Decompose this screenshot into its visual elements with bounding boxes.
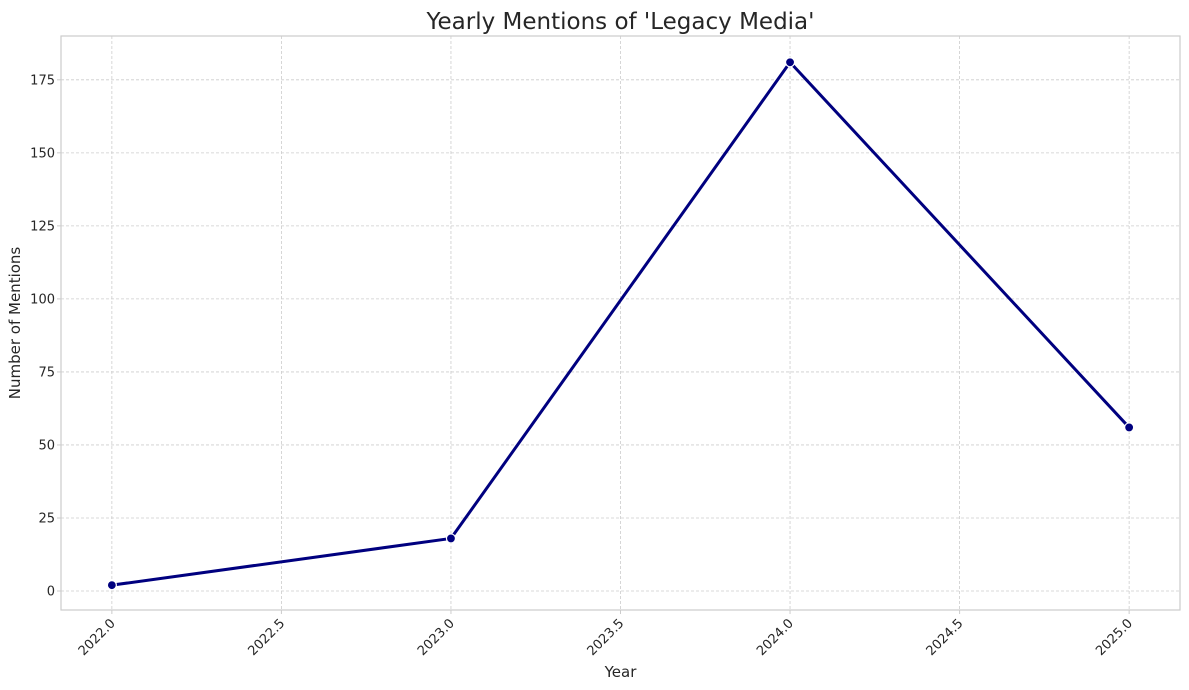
y-tick-label: 150 [30,146,55,161]
x-tick-label: 2022.0 [76,616,119,659]
data-point [445,533,457,544]
x-tick-label: 2024.0 [754,616,797,659]
data-point [784,57,796,68]
y-tick-label: 50 [38,438,55,453]
series-line [110,60,1131,587]
y-tick-label: 125 [30,219,55,234]
y-axis-label: Number of Mentions [6,247,24,400]
x-tick-label: 2022.5 [245,616,288,659]
x-tick-label: 2025.0 [1093,616,1136,659]
x-tick-label: 2023.0 [415,616,458,659]
grid-lines [61,36,1180,610]
y-tick-label: 0 [47,585,55,600]
x-tick-label: 2024.5 [924,616,967,659]
y-tick-label: 25 [38,511,55,526]
y-axis-ticks: 0 25 50 75 100 125 150 175 [30,73,61,600]
data-point [106,580,117,591]
y-tick-label: 75 [38,365,55,380]
data-series [106,57,1135,591]
x-axis-label: Year [604,663,638,681]
x-axis-ticks: 2022.0 2022.5 2023.0 2023.5 2024.0 2024.5 2025… [76,610,1136,659]
x-tick-label: 2023.5 [585,616,628,659]
y-tick-label: 100 [30,292,55,307]
chart-title: Yearly Mentions of 'Legacy Media' [426,9,815,35]
y-tick-label: 175 [30,73,55,88]
data-point [1124,422,1135,433]
